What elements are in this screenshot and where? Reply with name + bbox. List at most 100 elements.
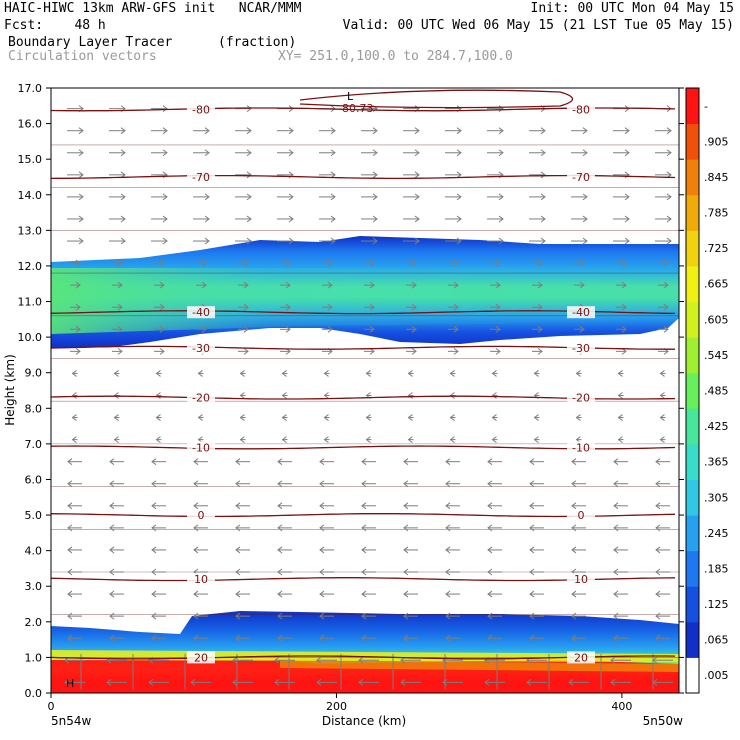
- vector-arrowhead: [495, 325, 501, 333]
- vector-arrowhead: [365, 436, 371, 444]
- vector-arrowhead: [445, 546, 451, 554]
- colorbar-segment: [686, 515, 699, 552]
- vector-arrowhead: [540, 193, 546, 201]
- vector-arrowhead: [487, 612, 493, 620]
- vector-arrowhead: [411, 259, 417, 267]
- vector-arrowhead: [78, 237, 84, 245]
- vector-arrowhead: [540, 215, 546, 223]
- vector-arrowhead: [529, 546, 535, 554]
- vector-arrowhead: [445, 458, 451, 466]
- vector-arrowhead: [281, 414, 287, 421]
- vector-arrowhead: [319, 546, 325, 554]
- contour-label-bg: [187, 573, 215, 586]
- vector-arrowhead: [411, 281, 417, 289]
- y-tick-label: 11.0: [18, 296, 43, 309]
- vector-arrowhead: [498, 237, 504, 245]
- vector-arrowhead: [75, 281, 81, 289]
- vector-arrowhead: [235, 546, 241, 554]
- colorbar: .005 .065 .125 .185 .245 .305 .365 .425 .485 .545…: [685, 87, 729, 694]
- vector-arrowhead: [533, 370, 539, 377]
- vector-arrowhead: [613, 524, 619, 532]
- y-tick-label: 3.0: [25, 580, 43, 593]
- vector-arrowhead: [491, 414, 497, 421]
- colorbar-label: .845: [704, 171, 729, 184]
- vector-arrowhead: [487, 568, 493, 576]
- y-tick-label: 13.0: [18, 224, 43, 237]
- vector-arrowhead: [285, 325, 291, 333]
- vector-arrowhead: [571, 524, 577, 532]
- vector-arrowhead: [655, 568, 661, 576]
- vector-arrowhead: [162, 127, 168, 135]
- vector-arrowhead: [411, 303, 417, 311]
- vector-arrowhead: [361, 546, 367, 554]
- vector-arrowhead: [624, 149, 630, 157]
- vector-arrowhead: [659, 436, 665, 444]
- vector-arrowhead: [281, 436, 287, 444]
- vector-arrowhead: [655, 458, 661, 466]
- colorbar-label: .725: [704, 242, 729, 255]
- y-tick-label: 14.0: [18, 189, 43, 202]
- colorbar-label: .665: [704, 278, 729, 291]
- vector-arrowhead: [445, 568, 451, 576]
- vector-arrowhead: [327, 281, 333, 289]
- vector-field-name: Circulation vectors: [8, 49, 157, 64]
- vector-arrowhead: [71, 436, 77, 444]
- vector-arrowhead: [407, 436, 413, 444]
- vector-arrowhead: [162, 149, 168, 157]
- vector-arrowhead: [246, 193, 252, 201]
- init-time: Init: 00 UTC Mon 04 May 15: [530, 1, 735, 16]
- vector-arrowhead: [109, 634, 115, 642]
- vector-arrowhead: [288, 149, 294, 157]
- colorbar-label: .005: [704, 669, 729, 682]
- vector-arrowhead: [117, 259, 123, 267]
- vector-arrowhead: [201, 281, 207, 289]
- vector-arrowhead: [495, 347, 501, 355]
- vector-arrowhead: [582, 149, 588, 157]
- vector-arrowhead: [67, 568, 73, 576]
- vector-arrowhead: [407, 370, 413, 377]
- vector-arrowhead: [120, 149, 126, 157]
- vector-arrowhead: [109, 480, 115, 488]
- vector-arrowhead: [327, 259, 333, 267]
- vector-arrowhead: [193, 524, 199, 532]
- colorbar-segment: [686, 479, 699, 516]
- vector-arrowhead: [663, 259, 669, 267]
- vector-arrowhead: [246, 171, 252, 179]
- vector-arrowhead: [78, 193, 84, 201]
- vector-arrowhead: [204, 127, 210, 135]
- vector-arrowhead: [445, 502, 451, 510]
- contour-label: -30: [192, 342, 210, 355]
- vector-arrowhead: [449, 370, 455, 377]
- vector-arrowhead: [162, 215, 168, 223]
- vector-arrowhead: [655, 502, 661, 510]
- colorbar-label: .125: [704, 598, 729, 611]
- colorbar-segment: [686, 230, 699, 267]
- vector-arrowhead: [67, 590, 73, 598]
- vector-arrowhead: [621, 303, 627, 311]
- vector-arrowhead: [117, 303, 123, 311]
- colorbar-label: .545: [704, 349, 729, 362]
- vector-arrowhead: [655, 590, 661, 598]
- vector-arrowhead: [372, 215, 378, 223]
- colorbar-label: .605: [704, 313, 729, 326]
- vector-arrowhead: [109, 612, 115, 620]
- vector-arrowhead: [235, 502, 241, 510]
- vector-arrowhead: [109, 502, 115, 510]
- vector-arrowhead: [617, 436, 623, 444]
- vector-arrowhead: [369, 347, 375, 355]
- colorbar-segment: [686, 265, 699, 303]
- vector-arrowhead: [529, 502, 535, 510]
- colorbar-segment: [686, 621, 699, 658]
- x-tick-label: 200: [326, 700, 347, 713]
- vector-arrowhead: [243, 303, 249, 311]
- vector-arrowhead: [372, 127, 378, 135]
- vector-arrowhead: [330, 215, 336, 223]
- vector-arrowhead: [621, 259, 627, 267]
- vector-arrowhead: [456, 215, 462, 223]
- vector-arrowhead: [120, 193, 126, 201]
- vector-arrowhead: [235, 590, 241, 598]
- vector-arrowhead: [285, 259, 291, 267]
- contour-label: 10: [574, 573, 588, 586]
- vector-arrowhead: [319, 634, 325, 642]
- vector-arrowhead: [235, 480, 241, 488]
